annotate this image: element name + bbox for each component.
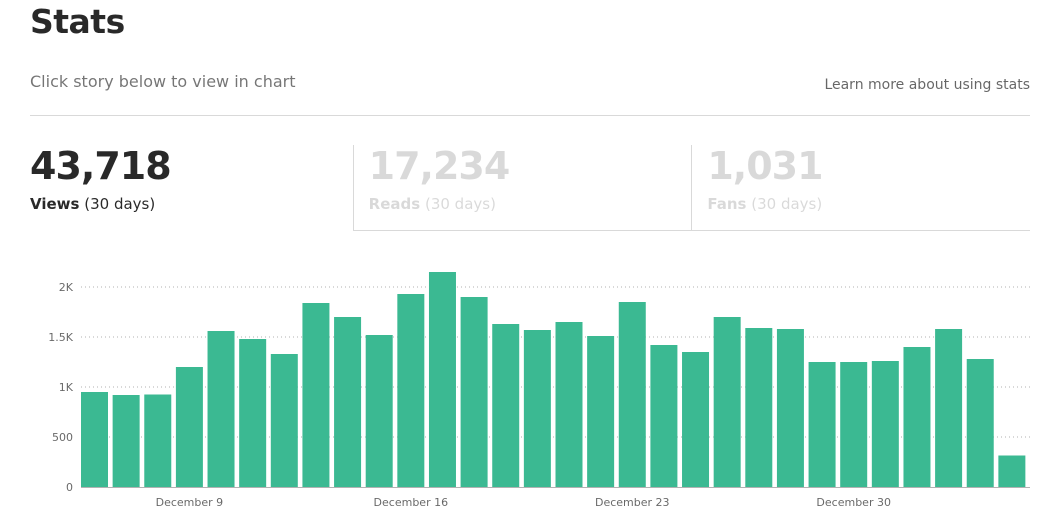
chart-bar[interactable]: [713, 317, 741, 487]
chart-bar[interactable]: [144, 394, 172, 488]
reads-label: Reads: [368, 195, 421, 213]
chart-bar[interactable]: [935, 329, 963, 487]
chart-bar[interactable]: [365, 335, 393, 487]
views-tab[interactable]: 43,718 Views (30 days): [30, 145, 353, 231]
views-label-row: Views (30 days): [30, 195, 353, 213]
chart-bar[interactable]: [175, 367, 203, 487]
x-tick-label: December 16: [374, 496, 449, 509]
stats-summary: 43,718 Views (30 days) 17,234 Reads (30 …: [30, 144, 1031, 231]
views-count: 43,718: [30, 144, 172, 188]
page-subtitle: Click story below to view in chart: [30, 72, 296, 91]
chart-bar[interactable]: [397, 294, 425, 487]
header-divider: [30, 115, 1030, 116]
x-tick-label: December 9: [156, 496, 224, 509]
chart-bar[interactable]: [776, 329, 804, 487]
fans-label-row: Fans (30 days): [707, 195, 1030, 213]
chart-bar[interactable]: [682, 352, 710, 487]
views-label: Views: [30, 195, 80, 213]
chart-bar[interactable]: [871, 361, 899, 487]
chart-bar[interactable]: [492, 324, 520, 487]
fans-label: Fans: [707, 195, 747, 213]
y-tick-label: 2K: [59, 281, 74, 294]
reads-label-row: Reads (30 days): [369, 195, 692, 213]
chart-bar[interactable]: [840, 362, 868, 487]
chart-bar[interactable]: [523, 330, 551, 487]
chart-bar[interactable]: [428, 272, 456, 487]
chart-bar[interactable]: [555, 322, 583, 487]
x-tick-label: December 23: [595, 496, 670, 509]
y-tick-label: 1.5K: [48, 331, 73, 344]
chart-bar[interactable]: [334, 317, 362, 487]
chart-bar[interactable]: [998, 455, 1026, 488]
chart-bar[interactable]: [207, 331, 235, 487]
reads-period: (30 days): [424, 195, 496, 213]
chart-bar[interactable]: [618, 302, 646, 487]
fans-tab[interactable]: 1,031 Fans (30 days): [691, 144, 1031, 231]
learn-more-link[interactable]: Learn more about using stats: [824, 77, 1030, 93]
chart-bar[interactable]: [239, 339, 267, 487]
chart-bar[interactable]: [650, 345, 678, 487]
y-tick-label: 500: [52, 431, 73, 444]
x-tick-label: December 30: [816, 496, 891, 509]
chart-bar[interactable]: [587, 336, 615, 487]
chart-bar[interactable]: [745, 328, 773, 487]
chart-bars: [81, 272, 1026, 488]
chart-bar[interactable]: [112, 395, 140, 487]
chart-bar[interactable]: [81, 392, 108, 487]
chart-bar[interactable]: [302, 303, 330, 487]
views-period: (30 days): [84, 195, 156, 213]
y-tick-label: 0: [66, 481, 73, 494]
chart-bar[interactable]: [903, 347, 931, 487]
chart-bar[interactable]: [270, 354, 298, 487]
fans-count: 1,031: [707, 144, 823, 188]
y-tick-label: 1K: [59, 381, 74, 394]
reads-tab[interactable]: 17,234 Reads (30 days): [352, 144, 692, 231]
chart-bar[interactable]: [966, 359, 994, 487]
chart-bar[interactable]: [460, 297, 488, 487]
fans-period: (30 days): [751, 195, 823, 213]
chart-axes: 0 500 1K 1.5K 2K December 9 December 16 Decembe…: [48, 281, 1030, 509]
views-bar-chart: 0 500 1K 1.5K 2K December 9 December 16 Decembe…: [48, 272, 1030, 509]
chart-bar[interactable]: [808, 362, 836, 487]
page-title: Stats: [30, 2, 125, 41]
reads-count: 17,234: [368, 144, 511, 188]
